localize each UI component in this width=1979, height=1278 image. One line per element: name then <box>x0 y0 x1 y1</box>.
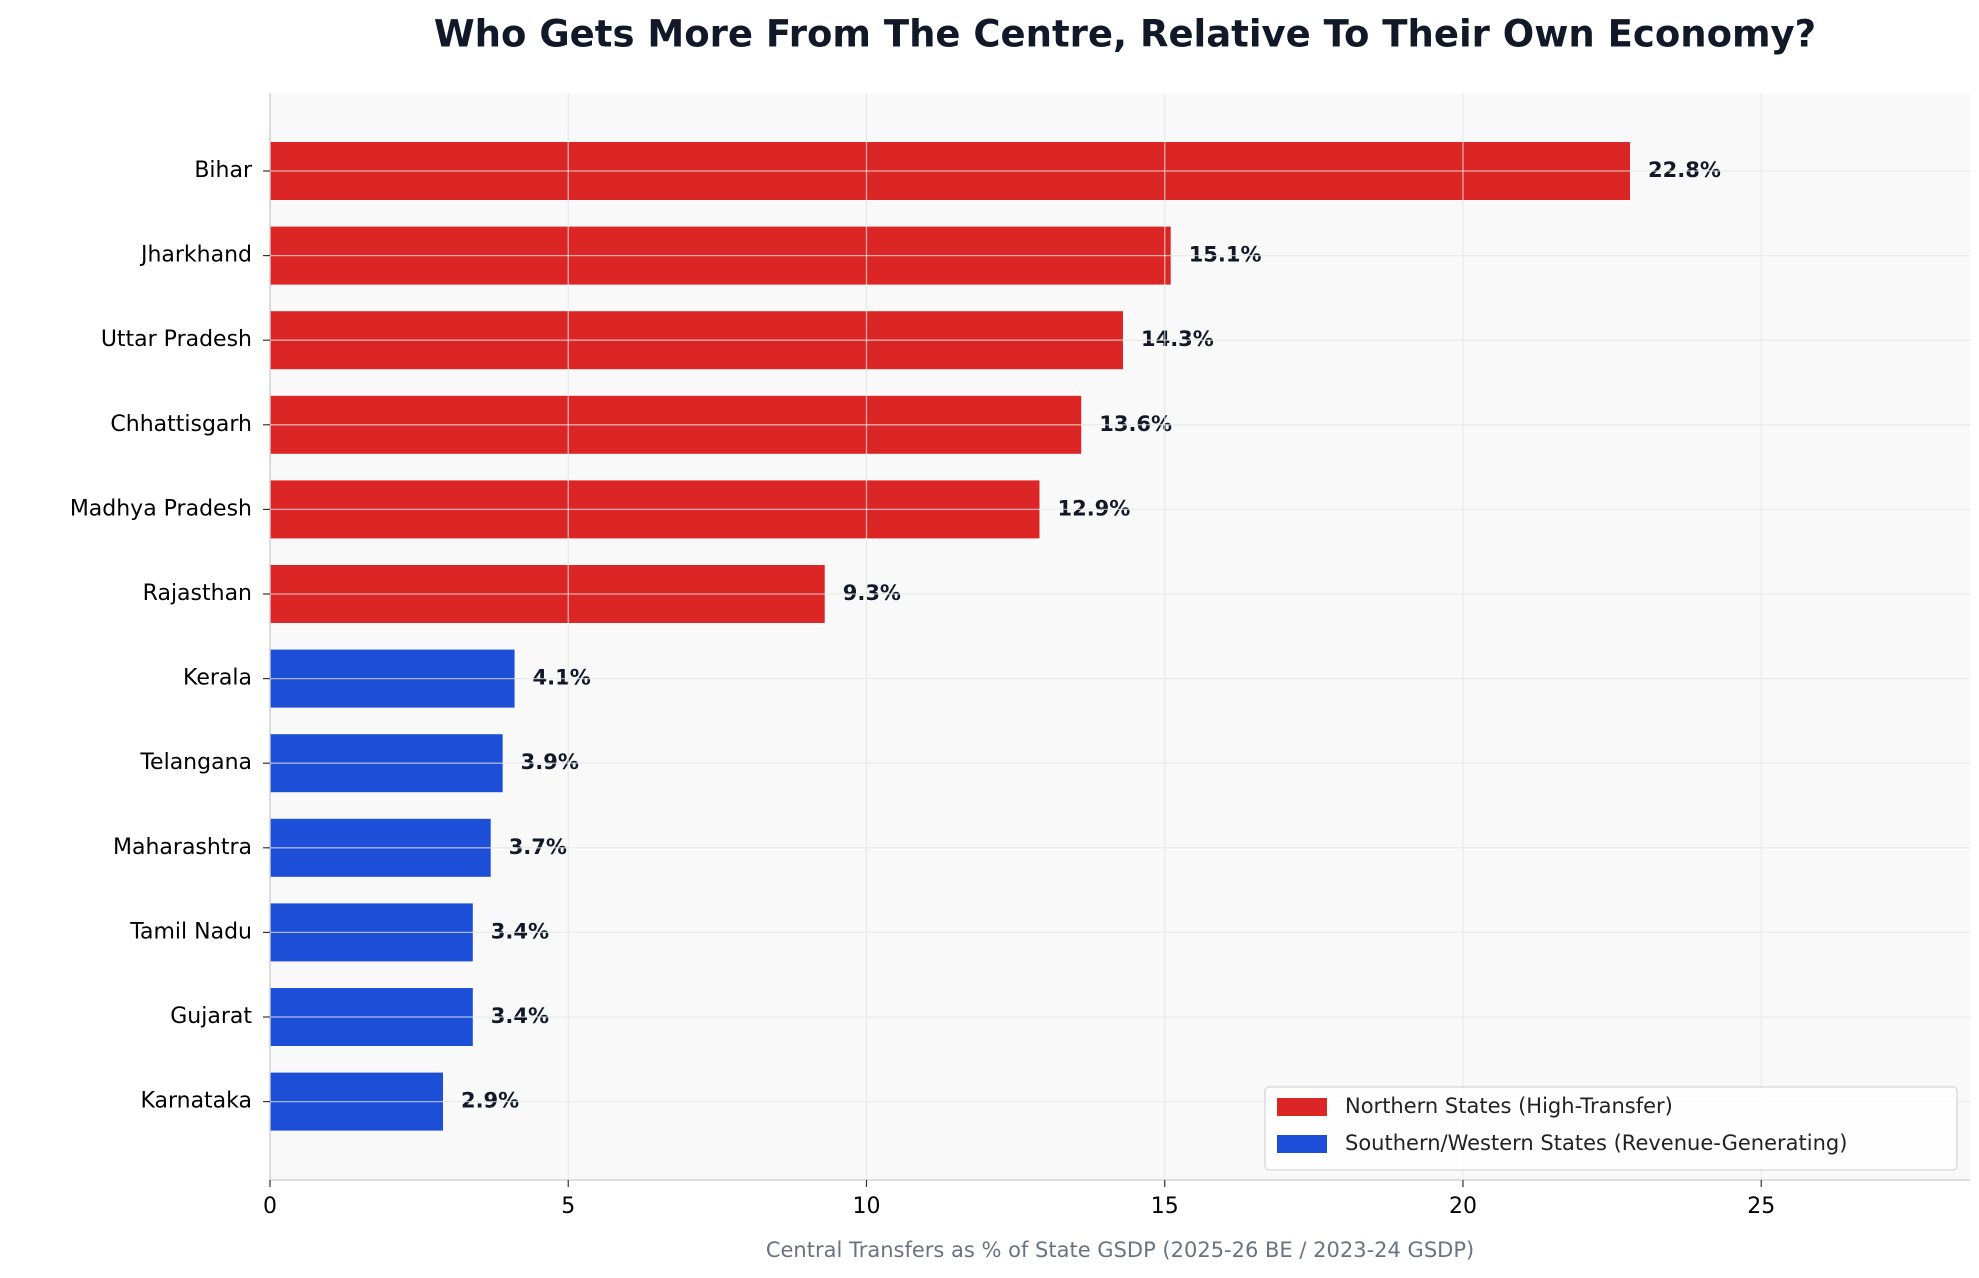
x-tick-label: 5 <box>561 1194 575 1219</box>
y-tick-label: Kerala <box>183 666 252 691</box>
x-tick-label: 25 <box>1747 1194 1775 1219</box>
value-label: 2.9% <box>461 1089 519 1113</box>
y-tick-label: Bihar <box>194 158 253 183</box>
x-axis-label: Central Transfers as % of State GSDP (20… <box>766 1238 1474 1262</box>
x-tick-label: 0 <box>263 1194 277 1219</box>
value-label: 12.9% <box>1057 496 1130 520</box>
value-label: 3.4% <box>491 919 549 943</box>
value-label: 15.1% <box>1189 243 1262 267</box>
y-tick-label: Madhya Pradesh <box>70 496 252 521</box>
y-tick-label: Jharkhand <box>139 243 252 268</box>
y-tick-label: Maharashtra <box>113 835 252 860</box>
value-label: 4.1% <box>533 666 591 690</box>
value-label: 9.3% <box>843 581 901 605</box>
value-label: 3.9% <box>521 750 579 774</box>
legend-swatch <box>1277 1135 1327 1153</box>
legend-swatch <box>1277 1098 1327 1116</box>
value-label: 3.7% <box>509 835 567 859</box>
legend-label: Southern/Western States (Revenue-Generat… <box>1345 1131 1847 1155</box>
y-tick-label: Uttar Pradesh <box>101 327 252 352</box>
y-tick-label: Karnataka <box>140 1089 252 1114</box>
x-tick-label: 10 <box>852 1194 880 1219</box>
value-label: 22.8% <box>1648 158 1721 182</box>
legend-box <box>1264 1086 1958 1171</box>
y-tick-label: Gujarat <box>170 1004 252 1029</box>
chart-title: Who Gets More From The Centre, Relative … <box>434 13 1816 56</box>
y-tick-label: Telangana <box>139 750 252 775</box>
y-tick-label: Tamil Nadu <box>129 919 252 944</box>
x-tick-label: 20 <box>1449 1194 1477 1219</box>
value-label: 3.4% <box>491 1004 549 1028</box>
value-label: 14.3% <box>1141 327 1214 351</box>
value-label: 13.6% <box>1099 412 1172 436</box>
x-tick-label: 15 <box>1151 1194 1179 1219</box>
y-tick-label: Rajasthan <box>143 581 252 606</box>
legend-label: Northern States (High-Transfer) <box>1345 1094 1673 1118</box>
y-tick-label: Chhattisgarh <box>110 412 252 437</box>
